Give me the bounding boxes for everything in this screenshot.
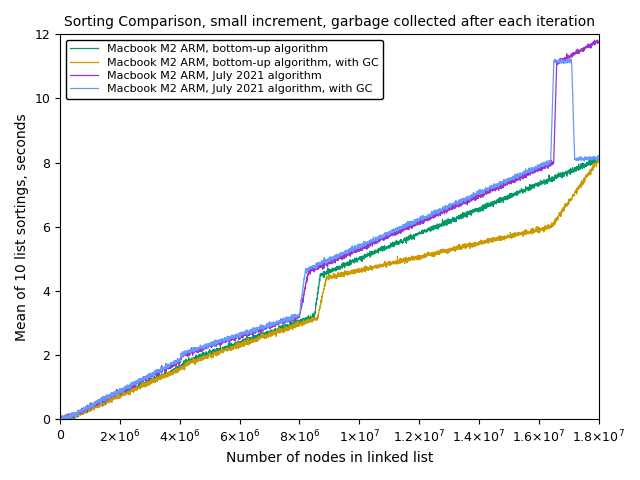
- Macbook M2 ARM, July 2021 algorithm, with GC: [526, 168, 534, 174]
- Macbook M2 ARM, July 2021 algorithm: [593, 37, 601, 43]
- Macbook M2 ARM, July 2021 algorithm, with GC: [56, 414, 64, 420]
- Macbook M2 ARM, July 2021 algorithm, with GC: [118, 385, 125, 391]
- Macbook M2 ARM, July 2021 algorithm: [286, 317, 294, 323]
- Macbook M2 ARM, bottom-up algorithm, with GC: [286, 323, 294, 328]
- Macbook M2 ARM, July 2021 algorithm, with GC: [150, 371, 157, 376]
- Macbook M2 ARM, bottom-up algorithm: [526, 183, 534, 189]
- Macbook M2 ARM, July 2021 algorithm: [118, 387, 125, 393]
- Macbook M2 ARM, bottom-up algorithm, with GC: [263, 332, 271, 337]
- Line: Macbook M2 ARM, bottom-up algorithm: Macbook M2 ARM, bottom-up algorithm: [60, 158, 598, 419]
- Macbook M2 ARM, bottom-up algorithm, with GC: [584, 172, 592, 178]
- Macbook M2 ARM, bottom-up algorithm: [150, 377, 157, 383]
- Title: Sorting Comparison, small increment, garbage collected after each iteration: Sorting Comparison, small increment, gar…: [64, 15, 595, 29]
- Line: Macbook M2 ARM, July 2021 algorithm, with GC: Macbook M2 ARM, July 2021 algorithm, wit…: [60, 59, 598, 419]
- Macbook M2 ARM, bottom-up algorithm: [286, 322, 294, 327]
- Macbook M2 ARM, bottom-up algorithm: [595, 156, 602, 162]
- Macbook M2 ARM, July 2021 algorithm: [526, 172, 534, 178]
- Macbook M2 ARM, July 2021 algorithm: [595, 39, 602, 45]
- Macbook M2 ARM, July 2021 algorithm, with GC: [286, 315, 294, 321]
- Macbook M2 ARM, bottom-up algorithm: [263, 331, 271, 337]
- Macbook M2 ARM, bottom-up algorithm: [592, 155, 600, 161]
- Macbook M2 ARM, bottom-up algorithm, with GC: [150, 378, 157, 384]
- Line: Macbook M2 ARM, bottom-up algorithm, with GC: Macbook M2 ARM, bottom-up algorithm, wit…: [60, 157, 598, 419]
- Macbook M2 ARM, bottom-up algorithm, with GC: [595, 155, 602, 160]
- Macbook M2 ARM, July 2021 algorithm: [584, 43, 592, 49]
- Macbook M2 ARM, July 2021 algorithm, with GC: [595, 156, 602, 161]
- Macbook M2 ARM, bottom-up algorithm, with GC: [56, 416, 64, 422]
- Macbook M2 ARM, July 2021 algorithm: [56, 414, 64, 420]
- Macbook M2 ARM, July 2021 algorithm, with GC: [565, 56, 573, 61]
- X-axis label: Number of nodes in linked list: Number of nodes in linked list: [226, 451, 433, 465]
- Macbook M2 ARM, bottom-up algorithm, with GC: [595, 159, 602, 165]
- Macbook M2 ARM, bottom-up algorithm, with GC: [57, 416, 65, 422]
- Macbook M2 ARM, bottom-up algorithm: [584, 161, 592, 167]
- Macbook M2 ARM, July 2021 algorithm: [263, 325, 271, 331]
- Macbook M2 ARM, July 2021 algorithm: [56, 416, 64, 422]
- Macbook M2 ARM, July 2021 algorithm, with GC: [263, 324, 271, 329]
- Macbook M2 ARM, bottom-up algorithm: [56, 416, 64, 422]
- Y-axis label: Mean of 10 list sortings, seconds: Mean of 10 list sortings, seconds: [15, 113, 29, 340]
- Macbook M2 ARM, bottom-up algorithm, with GC: [526, 229, 534, 235]
- Macbook M2 ARM, July 2021 algorithm: [150, 372, 157, 378]
- Macbook M2 ARM, bottom-up algorithm: [118, 391, 125, 396]
- Legend: Macbook M2 ARM, bottom-up algorithm, Macbook M2 ARM, bottom-up algorithm, with G: Macbook M2 ARM, bottom-up algorithm, Mac…: [66, 40, 383, 99]
- Macbook M2 ARM, bottom-up algorithm, with GC: [118, 391, 125, 396]
- Macbook M2 ARM, July 2021 algorithm, with GC: [584, 156, 592, 161]
- Line: Macbook M2 ARM, July 2021 algorithm: Macbook M2 ARM, July 2021 algorithm: [60, 40, 598, 419]
- Macbook M2 ARM, July 2021 algorithm, with GC: [57, 416, 65, 422]
